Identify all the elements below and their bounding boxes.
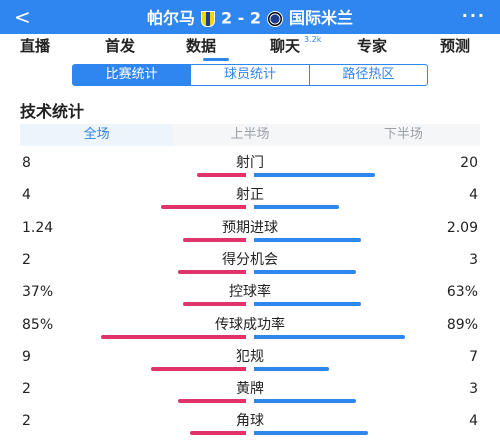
- period-selector: 全场 上半场 下半场: [20, 124, 480, 146]
- home-stat-bar: [183, 237, 246, 242]
- stat-label: 射正: [236, 187, 264, 204]
- home-stat-bar: [190, 431, 246, 436]
- segment-player-stats[interactable]: 球员统计: [191, 65, 310, 85]
- stat-row: 37% 控球率 63%: [0, 283, 500, 315]
- away-stat-value: 2.09: [446, 219, 478, 236]
- segment-heatmap[interactable]: 路径热区: [342, 67, 395, 82]
- period-full-match[interactable]: 全场: [20, 124, 174, 146]
- main-tabs: 直播 首发 数据 聊天 3.2k 专家 预测: [0, 34, 500, 60]
- home-stat-bar: [197, 173, 246, 177]
- more-options-icon[interactable]: ···: [461, 6, 486, 25]
- tab-chat[interactable]: 聊天 3.2k: [270, 35, 321, 56]
- home-stat-value: 9: [22, 348, 31, 365]
- stat-label: 黄牌: [236, 381, 264, 398]
- home-stat-value: 8: [22, 155, 31, 171]
- match-title: 帕尔马 2 - 2 国际米兰: [100, 7, 400, 29]
- home-stat-bar: [178, 399, 246, 404]
- stat-label: 角球: [236, 413, 264, 430]
- away-stat-value: 7: [469, 348, 478, 365]
- home-team-name: 帕尔马: [146, 8, 195, 28]
- parma-crest-icon: [200, 10, 215, 27]
- away-stat-value: 4: [469, 413, 478, 430]
- stat-row: 2 得分机会 3: [0, 251, 500, 283]
- tab-stats[interactable]: 数据: [186, 37, 217, 55]
- away-stat-value: 63%: [446, 284, 478, 301]
- away-stat-bar: [254, 431, 368, 436]
- home-stat-bar: [183, 302, 246, 307]
- stat-row: 1.24 预期进球 2.09: [0, 219, 500, 251]
- home-stat-value: 2: [22, 381, 31, 398]
- period-first-half[interactable]: 上半场: [230, 127, 270, 142]
- segment-match-stats[interactable]: 比赛统计: [73, 65, 192, 85]
- away-stat-bar: [254, 173, 375, 177]
- away-stat-bar: [254, 399, 356, 404]
- match-score: 2 - 2: [220, 8, 262, 28]
- away-stat-bar: [254, 302, 361, 307]
- away-stat-bar: [254, 205, 339, 210]
- away-stat-value: 89%: [446, 316, 478, 333]
- stat-row: 4 射正 4: [0, 186, 500, 218]
- period-second-half[interactable]: 下半场: [383, 127, 423, 142]
- away-stat-value: 3: [469, 251, 478, 268]
- home-stat-bar: [178, 269, 246, 274]
- back-icon[interactable]: <: [14, 5, 31, 29]
- away-stat-bar: [254, 237, 361, 242]
- tab-live[interactable]: 直播: [20, 37, 51, 55]
- stat-label: 射门: [236, 155, 264, 171]
- inter-crest-icon: [267, 10, 284, 27]
- away-team-name: 国际米兰: [289, 8, 354, 28]
- stat-label: 得分机会: [222, 251, 278, 268]
- stat-label: 传球成功率: [215, 316, 285, 333]
- stat-row: 9 犯规 7: [0, 348, 500, 380]
- tab-prediction[interactable]: 预测: [440, 37, 471, 55]
- tab-experts[interactable]: 专家: [357, 37, 388, 55]
- active-tab-indicator: [203, 58, 229, 61]
- stat-row: 2 黄牌 3: [0, 380, 500, 412]
- home-stat-value: 85%: [22, 316, 54, 333]
- stat-label: 控球率: [229, 284, 271, 301]
- chat-count-badge: 3.2k: [304, 35, 322, 44]
- home-stat-bar: [161, 205, 246, 210]
- home-stat-value: 2: [22, 251, 31, 268]
- stats-segment-control: 比赛统计 球员统计 路径热区: [72, 64, 428, 86]
- away-stat-bar: [254, 269, 356, 274]
- stat-row: 85% 传球成功率 89%: [0, 316, 500, 348]
- home-stat-bar: [151, 366, 246, 371]
- top-bar: < 帕尔马 2 - 2 国际米兰 ···: [0, 0, 500, 34]
- section-title: 技术统计: [20, 102, 85, 121]
- home-stat-value: 4: [22, 187, 31, 204]
- stat-row: 8 射门 20: [0, 154, 500, 186]
- home-stat-value: 37%: [22, 284, 54, 301]
- away-stat-value: 3: [469, 381, 478, 398]
- away-stat-bar: [254, 366, 329, 371]
- stat-label: 预期进球: [222, 219, 278, 236]
- home-stat-value: 1.24: [22, 219, 54, 236]
- home-stat-value: 2: [22, 413, 31, 430]
- away-stat-value: 4: [469, 187, 478, 204]
- stat-label: 犯规: [236, 348, 264, 365]
- stat-row: 2 角球 4: [0, 412, 500, 440]
- away-stat-value: 20: [460, 155, 478, 171]
- home-stat-bar: [101, 334, 246, 339]
- away-stat-bar: [254, 334, 405, 339]
- tab-lineup[interactable]: 首发: [105, 37, 136, 55]
